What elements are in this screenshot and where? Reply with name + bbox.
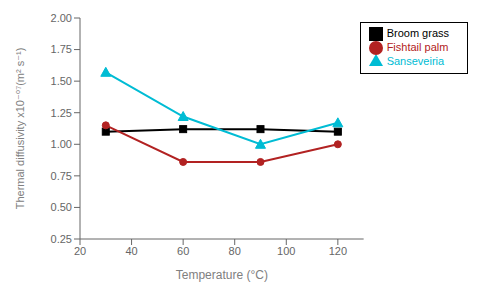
- svg-text:0.25: 0.25: [51, 233, 72, 245]
- svg-text:Temperature (°C): Temperature (°C): [176, 268, 268, 282]
- svg-text:120: 120: [329, 245, 347, 257]
- svg-text:100: 100: [277, 245, 295, 257]
- svg-text:1.50: 1.50: [51, 75, 72, 87]
- html-text:Fishtail palm: Fishtail palm: [386, 41, 449, 54]
- html-text:Sanseveiria: Sanseveiria: [386, 55, 445, 68]
- svg-text:Thermal diffusivity x10⁻⁰⁷(m²: Thermal diffusivity x10⁻⁰⁷(m² s⁻¹): [14, 48, 26, 210]
- svg-text:40: 40: [125, 245, 137, 257]
- html-text:Broom grass: Broom grass: [386, 27, 449, 39]
- svg-text:80: 80: [229, 245, 241, 257]
- svg-text:20: 20: [74, 245, 86, 257]
- svg-text:1.75: 1.75: [51, 43, 72, 55]
- svg-text:1.25: 1.25: [51, 107, 72, 119]
- svg-text:2.00: 2.00: [51, 12, 72, 24]
- svg-text:60: 60: [177, 245, 189, 257]
- svg-text:0.50: 0.50: [51, 201, 72, 213]
- svg-text:0.75: 0.75: [51, 170, 72, 182]
- svg-text:1.00: 1.00: [51, 138, 72, 150]
